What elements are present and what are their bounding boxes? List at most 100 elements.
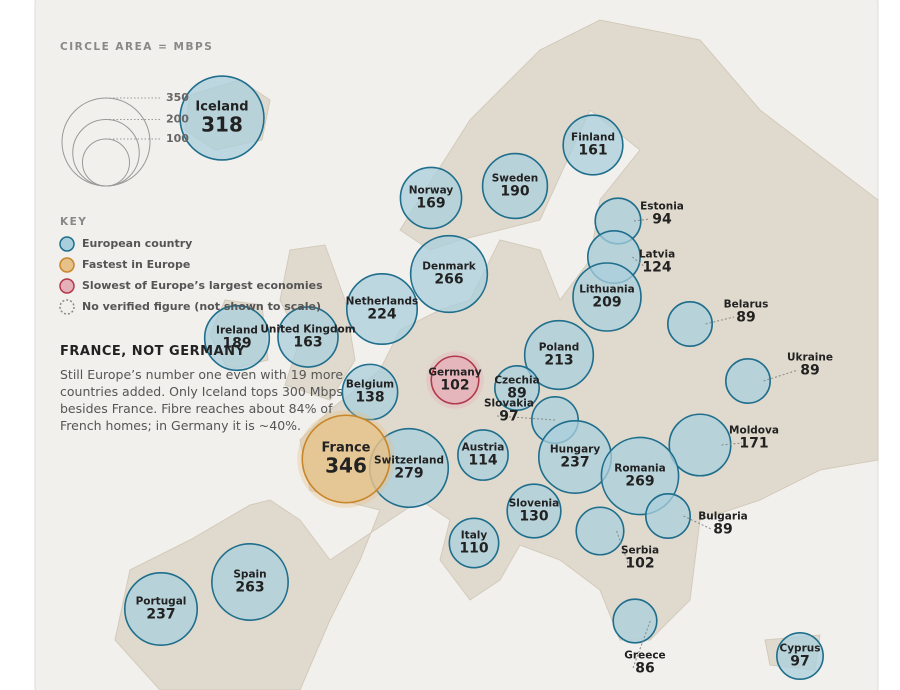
bubble: [562, 114, 624, 176]
country-name: Hungary: [550, 443, 601, 455]
label-leader: [705, 316, 735, 325]
country-name: Italy: [461, 529, 488, 541]
country-name: Belgium: [346, 378, 394, 390]
label-leader: [632, 620, 651, 669]
bubble: [448, 517, 500, 569]
key-label: Fastest in Europe: [82, 258, 190, 271]
country-name: Cyprus: [780, 642, 821, 654]
country-value: 102: [440, 378, 469, 394]
country-value: 169: [416, 196, 445, 212]
bubble: [575, 506, 625, 556]
country-value: 266: [434, 272, 463, 288]
country-value: 89: [713, 522, 732, 538]
bubble: [409, 234, 489, 314]
key-title: KEY: [60, 216, 87, 228]
country-name: Netherlands: [346, 295, 419, 307]
story-title: FRANCE, NOT GERMANY: [60, 344, 246, 359]
key-swatch: [59, 236, 75, 252]
country-name: Germany: [428, 366, 481, 378]
country-value: 190: [500, 184, 529, 200]
country-name: Ukraine: [787, 351, 833, 363]
country-value: 279: [394, 466, 423, 482]
country-value: 161: [578, 143, 607, 159]
bubble: [345, 272, 419, 346]
country-value: 346: [325, 454, 367, 478]
bubble: [725, 358, 771, 404]
country-value: 237: [146, 607, 175, 623]
country-name: Denmark: [422, 260, 477, 272]
country-value: 209: [592, 295, 621, 311]
key-swatch: [59, 257, 75, 273]
bubble: [668, 413, 732, 477]
bubble: [523, 319, 595, 391]
country-name: Sweden: [492, 172, 539, 184]
country-name: United Kingdom: [260, 323, 355, 335]
country-name: Romania: [614, 462, 666, 474]
bubble: [203, 304, 271, 372]
bubble: [776, 632, 824, 680]
label-leader: [496, 415, 556, 421]
country-name: Switzerland: [374, 454, 444, 466]
legend-size-label: 350: [166, 91, 189, 104]
bubble: [667, 301, 713, 347]
country-name: Slovenia: [509, 497, 560, 509]
country-value: 213: [544, 353, 573, 369]
country-value: 318: [201, 113, 243, 137]
label-leader: [616, 530, 629, 564]
country-name: Iceland: [195, 100, 248, 115]
label-leader: [683, 515, 712, 530]
legend-size-label: 200: [166, 112, 189, 125]
label-leader: [633, 218, 651, 222]
country-name: Belarus: [724, 298, 769, 310]
country-name: Slovakia: [484, 397, 534, 409]
country-value: 189: [222, 336, 251, 352]
country-value: 114: [468, 453, 497, 469]
bubble: [430, 355, 480, 405]
story-text: Still Europe’s number one even with 19 m…: [60, 367, 344, 433]
country-value: 163: [293, 335, 322, 351]
country-name: Moldova: [729, 424, 779, 436]
bubble: [301, 414, 391, 504]
bubble: [123, 571, 199, 647]
bubble: [572, 262, 642, 332]
country-name: Serbia: [621, 544, 659, 556]
key-swatch: [59, 299, 75, 315]
country-value: 237: [560, 455, 589, 471]
country-name: Czechia: [494, 374, 539, 386]
country-name: Poland: [539, 341, 580, 353]
country-value: 97: [790, 654, 809, 670]
country-value: 89: [507, 386, 526, 402]
country-value: 94: [652, 212, 672, 228]
country-value: 263: [235, 580, 264, 596]
country-name: France: [321, 441, 370, 456]
country-value: 171: [739, 436, 768, 452]
country-name: Greece: [624, 649, 665, 661]
bubble: [399, 166, 463, 230]
country-value: 224: [367, 307, 396, 323]
country-value: 130: [519, 509, 548, 525]
label-leader: [721, 442, 743, 446]
legend: CIRCLE AREA = MBPS KEY 350 200 100 European…: [59, 41, 323, 315]
key-label: Slowest of Europe’s largest economies: [82, 279, 323, 292]
bubble: [506, 483, 562, 539]
country-name: Spain: [233, 568, 266, 580]
country-name: Portugal: [136, 595, 187, 607]
country-name: Lithuania: [579, 283, 635, 295]
bubble: [341, 363, 399, 421]
bubble: [457, 429, 509, 481]
country-value: 89: [736, 310, 755, 326]
country-value: 89: [800, 363, 819, 379]
legend-size-label: 100: [166, 132, 189, 145]
country-name: Latvia: [639, 248, 675, 260]
key-label: No verified figure (not shown to scale): [82, 300, 321, 313]
country-value: 86: [635, 661, 654, 677]
story: FRANCE, NOT GERMANY Still Europe’s numbe…: [60, 343, 350, 434]
bubble: [211, 543, 289, 621]
country-name: Finland: [571, 131, 615, 143]
bubble: [481, 152, 549, 220]
bubble: [612, 598, 658, 644]
country-value: 124: [642, 260, 671, 276]
